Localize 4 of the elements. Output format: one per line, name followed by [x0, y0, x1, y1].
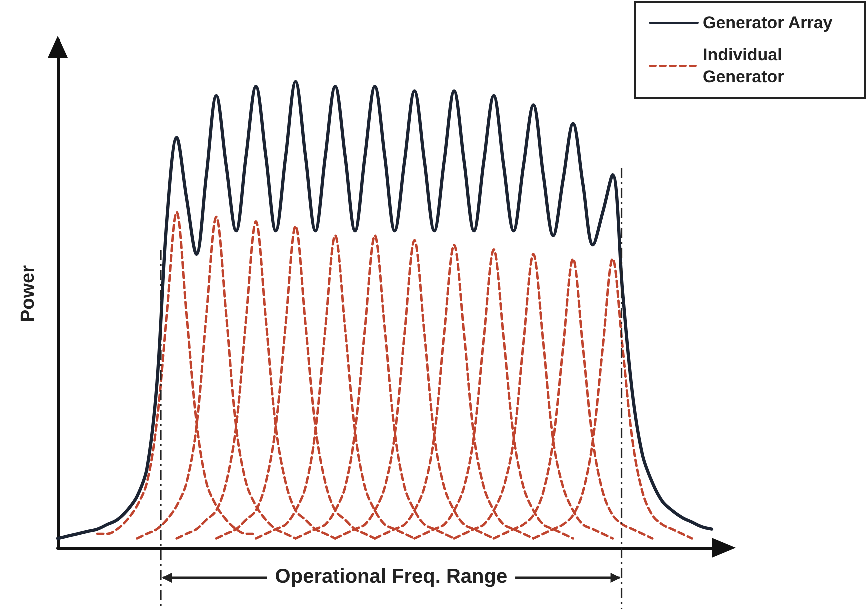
- legend-label: Individual Generator: [703, 46, 788, 86]
- legend-label: Generator Array: [703, 14, 834, 32]
- y-axis-title: Power: [18, 264, 39, 323]
- text: Operational Freq. Range: [275, 566, 508, 589]
